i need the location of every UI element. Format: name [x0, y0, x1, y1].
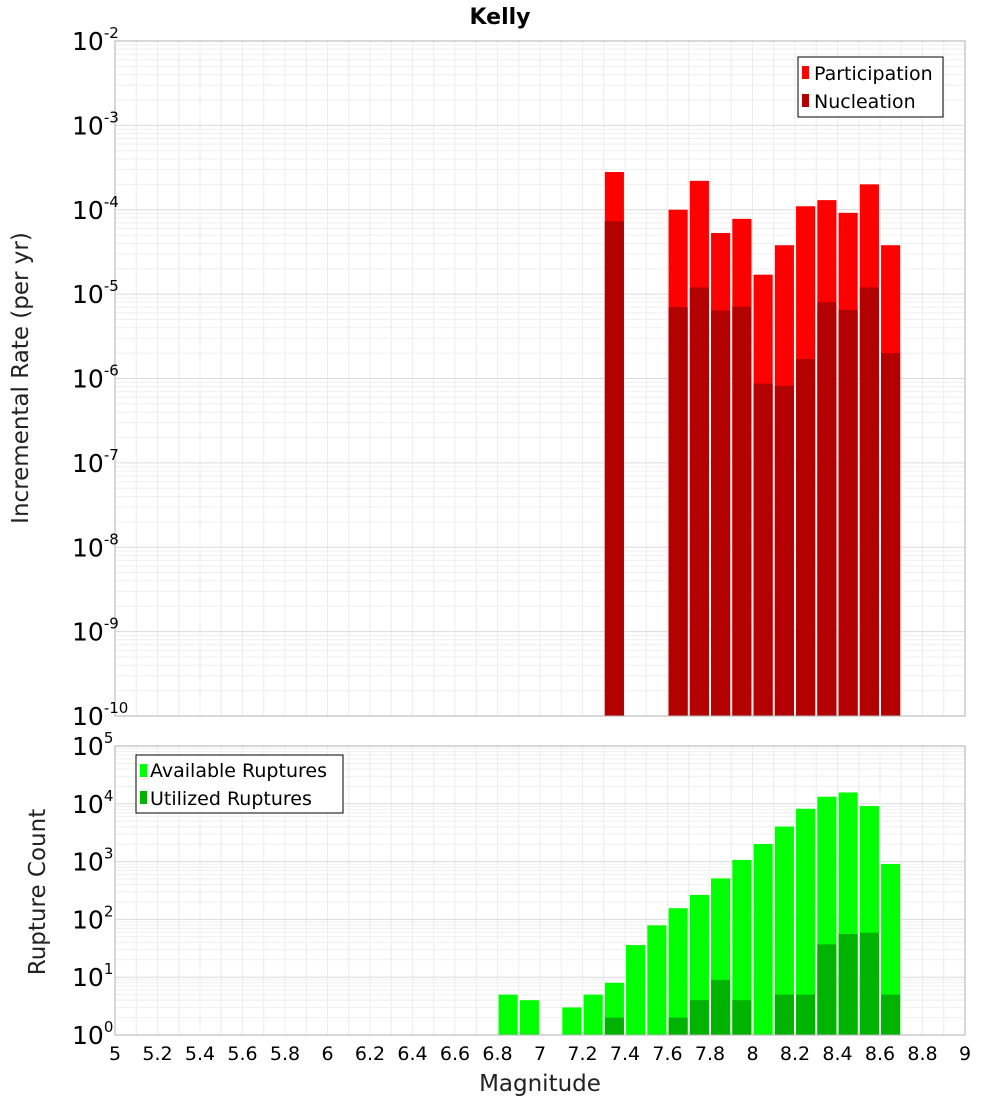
bottom-bar-available-ruptures [753, 843, 773, 1035]
bottom-bar-utilized-ruptures [881, 994, 901, 1035]
bottom-bar-utilized-ruptures [774, 994, 794, 1035]
x-tick-label: 5.6 [227, 1043, 257, 1065]
top-bar-nucleation [817, 302, 837, 716]
y-tick-label: 10-4 [72, 193, 119, 225]
bottom-plot-panel: 100 101 102 103 104 105 5 5.2 5.4 5.6 5.8 6 6.2 6.4 6… [25, 729, 971, 1097]
x-tick-label: 7.8 [695, 1043, 725, 1065]
top-bar-nucleation [732, 306, 752, 716]
top-y-axis-label: Incremental Rate (per yr) [8, 232, 34, 524]
top-bar-nucleation [604, 221, 624, 716]
y-tick-label: 103 [72, 845, 113, 877]
bottom-y-axis-label: Rupture Count [25, 809, 51, 975]
x-tick-label: 7.2 [567, 1043, 597, 1065]
x-tick-label: 6 [321, 1043, 333, 1065]
bottom-bar-available-ruptures [583, 994, 603, 1035]
x-tick-label: 8 [746, 1043, 758, 1065]
bottom-bar-utilized-ruptures [817, 944, 837, 1035]
legend-label-nucleation: Nucleation [814, 91, 916, 113]
y-tick-label: 101 [72, 960, 113, 992]
y-tick-label: 104 [72, 787, 113, 819]
x-tick-label: 5.2 [142, 1043, 172, 1065]
bottom-bar-available-ruptures [689, 894, 709, 1035]
bottom-bar-available-ruptures [732, 859, 752, 1035]
x-tick-label: 8.2 [780, 1043, 810, 1065]
bottom-bar-utilized-ruptures [732, 1000, 752, 1035]
top-bar-nucleation [711, 310, 731, 716]
bottom-bar-utilized-ruptures [838, 933, 858, 1035]
bottom-bar-utilized-ruptures [668, 1017, 688, 1035]
bottom-bar-utilized-ruptures [689, 1000, 709, 1035]
top-bar-nucleation [668, 307, 688, 716]
top-legend: Participation Nucleation [797, 56, 944, 118]
bottom-bar-available-ruptures [562, 1007, 582, 1035]
top-y-tick-labels: 10-10 10-9 10-8 10-7 10-6 10-5 10-4 10-3 10-2 [72, 24, 128, 731]
y-tick-label: 102 [72, 902, 113, 934]
x-tick-label: 8.6 [865, 1043, 895, 1065]
bottom-bar-available-ruptures [881, 863, 901, 1035]
bottom-legend: Available Ruptures Utilized Ruptures [135, 754, 344, 814]
bottom-bar-utilized-ruptures [796, 994, 816, 1035]
x-tick-label: 7 [534, 1043, 546, 1065]
top-bar-nucleation [774, 385, 794, 716]
legend-swatch-available [140, 764, 147, 777]
x-tick-label: 6.4 [397, 1043, 427, 1065]
x-tick-label: 8.4 [822, 1043, 852, 1065]
y-tick-label: 10-9 [72, 615, 119, 647]
bottom-legend-box [135, 754, 344, 814]
x-tick-label: 6.2 [355, 1043, 385, 1065]
top-plot-border [114, 40, 966, 717]
legend-swatch-participation [802, 66, 809, 79]
legend-swatch-utilized [140, 791, 147, 804]
bottom-bars [498, 792, 901, 1035]
top-bar-nucleation [859, 287, 879, 716]
top-bar-nucleation [796, 359, 816, 716]
y-tick-label: 100 [72, 1018, 113, 1050]
y-tick-label: 10-7 [72, 446, 119, 478]
top-bar-nucleation [689, 287, 709, 716]
x-tick-label: 8.8 [907, 1043, 937, 1065]
bottom-bar-utilized-ruptures [604, 1017, 624, 1035]
top-bar-nucleation [881, 353, 901, 716]
y-tick-label: 10-8 [72, 530, 119, 562]
x-tick-label: 5.4 [185, 1043, 215, 1065]
x-tick-label: 6.8 [482, 1043, 512, 1065]
legend-label-utilized: Utilized Ruptures [150, 788, 312, 810]
x-tick-label: 7.4 [610, 1043, 640, 1065]
y-tick-label: 10-10 [72, 699, 128, 731]
x-tick-label: 9 [959, 1043, 971, 1065]
bottom-bar-available-ruptures [668, 908, 688, 1035]
top-bar-nucleation [838, 309, 858, 716]
y-tick-label: 10-5 [72, 277, 119, 309]
legend-swatch-nucleation [802, 94, 809, 107]
x-tick-labels: 5 5.2 5.4 5.6 5.8 6 6.2 6.4 6.6 6.8 7 7.2 7.4 7.6 7.8 8… [109, 1043, 971, 1065]
bottom-bar-available-ruptures [774, 826, 794, 1035]
top-legend-box [797, 56, 944, 118]
top-bars [604, 172, 901, 717]
bottom-bar-utilized-ruptures [711, 979, 731, 1035]
y-tick-label: 10-6 [72, 362, 119, 394]
legend-label-participation: Participation [814, 63, 933, 85]
bottom-bar-available-ruptures [796, 808, 816, 1035]
x-tick-label: 5.8 [270, 1043, 300, 1065]
legend-label-available: Available Ruptures [150, 760, 327, 782]
y-tick-label: 105 [72, 729, 113, 761]
bottom-bar-available-ruptures [519, 1000, 539, 1035]
y-tick-label: 10-2 [72, 24, 119, 56]
top-bar-nucleation [753, 383, 773, 716]
bottom-bar-available-ruptures [647, 925, 667, 1035]
x-tick-label: 5 [109, 1043, 121, 1065]
bottom-y-tick-labels: 100 101 102 103 104 105 [72, 729, 113, 1050]
y-tick-label: 10-3 [72, 108, 119, 140]
chart-title: Kelly [469, 5, 530, 30]
x-tick-label: 7.6 [652, 1043, 682, 1065]
bottom-plot-border [114, 745, 966, 1036]
x-tick-label: 6.6 [440, 1043, 470, 1065]
bottom-bar-utilized-ruptures [859, 932, 879, 1035]
top-plot-panel: 10-10 10-9 10-8 10-7 10-6 10-5 10-4 10-3 10-2 In… [8, 24, 966, 731]
x-axis-label: Magnitude [479, 1071, 601, 1097]
bottom-bar-available-ruptures [626, 945, 646, 1035]
top-grid [114, 40, 966, 717]
bottom-bar-available-ruptures [498, 994, 518, 1035]
